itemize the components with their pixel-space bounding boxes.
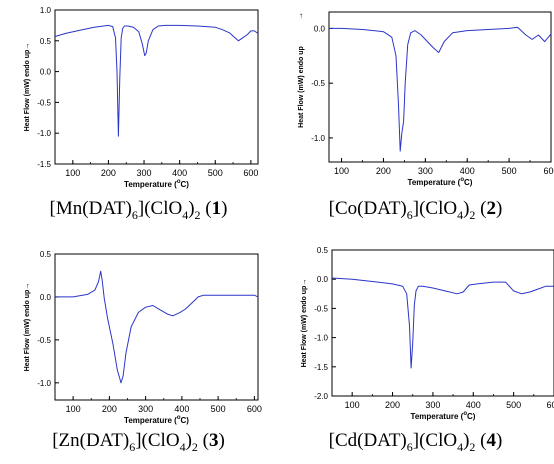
y-axis-arrow: ↑ [299,11,303,20]
x-tick-label: 200 [376,166,391,176]
y-tick-label: -2.0 [314,392,328,401]
y-tick-label: -1.0 [314,334,328,343]
x-tick-label: 600 [546,400,554,410]
x-tick-label: 400 [466,400,481,410]
chart-panel-4: 100 200 300 400 500 600 -2.0 -1.5 -1.0 -0.5 0.0 0.5… [277,232,554,464]
x-tick-label: 500 [211,404,226,414]
chart-caption-2: [Co(DAT)6](ClO4)2 (2) [328,198,503,222]
y-tick-label: -1.5 [314,363,328,372]
x-tick-label: 100 [345,400,360,410]
y-tick-label: 0.5 [40,37,52,46]
x-axis-label: Temperature (oC) [124,415,189,425]
y-axis-label: Heat Flow (mW) endo up [298,46,305,128]
x-tick-label: 600 [543,166,554,176]
x-tick-label: 500 [506,400,521,410]
plot-frame [54,253,259,401]
dsc-chart-3: 100 200 300 400 500 600 -1.0 -0.5 0.0 0.5 Temperat… [24,250,262,425]
y-tick-label: -1.0 [311,134,325,143]
series-line [329,26,552,152]
x-tick-label: 600 [243,168,258,178]
dsc-chart-2: 100 200 300 400 500 600 -1.0 -0.5 0.0 Temperature… [298,11,554,187]
series-line [55,270,259,384]
x-axis-label: Temperature (oC) [408,177,473,187]
chart-caption-3: [Zn(DAT)6](ClO4)2 (3) [52,430,225,454]
plot-frame [54,9,259,165]
x-tick-label: 500 [502,166,517,176]
x-axis-label: Temperature (oC) [124,179,189,189]
y-tick-label: -0.5 [311,79,325,88]
x-tick-label: 400 [174,404,189,414]
y-tick-label: -0.5 [37,336,51,345]
y-tick-label: 0.5 [317,246,329,255]
chart-caption-1: [Mn(DAT)6](ClO4)2 (1) [49,198,228,222]
x-tick-label: 400 [460,166,475,176]
x-tick-label: 300 [138,404,153,414]
y-tick-label: 0.0 [40,68,52,77]
x-axis-label: Temperature (oC) [411,411,476,421]
y-axis-label: Heat Flow (mW) endo up→ [24,283,31,372]
y-tick-label: -1.5 [37,160,51,169]
x-tick-label: 100 [334,166,349,176]
y-tick-label: 0.0 [40,293,52,302]
x-tick-label: 600 [247,404,262,414]
x-tick-label: 500 [208,168,223,178]
x-tick-label: 100 [66,404,81,414]
series-line [54,24,259,137]
x-tick-label: 300 [137,168,152,178]
chart-caption-4: [Cd(DAT)6](ClO4)2 (4) [328,430,503,454]
y-tick-label: -1.0 [37,379,51,388]
dsc-chart-1: 100 200 300 400 500 600 -1.5 -1.0 -0.5 0.0 0.5 1.0 T… [24,6,259,189]
y-axis-label: Heat Flow (mW) endo up→ [301,279,308,368]
y-tick-label: 0.0 [317,275,329,284]
chart-panel-3: 100 200 300 400 500 600 -1.0 -0.5 0.0 0.5 Temperat… [0,232,277,464]
x-tick-label: 200 [385,400,400,410]
x-tick-label: 200 [102,404,117,414]
y-tick-label: -0.5 [37,98,51,107]
plot-frame [328,11,552,163]
x-tick-label: 300 [418,166,433,176]
x-tick-label: 300 [425,400,440,410]
chart-panel-2: 100 200 300 400 500 600 -1.0 -0.5 0.0 Temperature… [277,0,554,232]
x-tick-label: 200 [101,168,116,178]
y-tick-label: -0.5 [314,304,328,313]
y-axis-label: Heat Flow (mW) endo up→ [24,43,31,132]
x-tick-label: 100 [65,168,80,178]
y-tick-label: 0.5 [40,250,52,259]
series-line [331,277,554,369]
dsc-chart-4: 100 200 300 400 500 600 -2.0 -1.5 -1.0 -0.5 0.0 0.5… [301,246,554,421]
y-tick-label: -1.0 [37,129,51,138]
y-tick-label: 1.0 [40,6,52,15]
plot-frame [331,249,554,397]
chart-panel-1: 100 200 300 400 500 600 -1.5 -1.0 -0.5 0.0 0.5 1.0 T… [0,0,277,232]
x-tick-label: 400 [172,168,187,178]
y-tick-label: 0.0 [314,24,326,33]
